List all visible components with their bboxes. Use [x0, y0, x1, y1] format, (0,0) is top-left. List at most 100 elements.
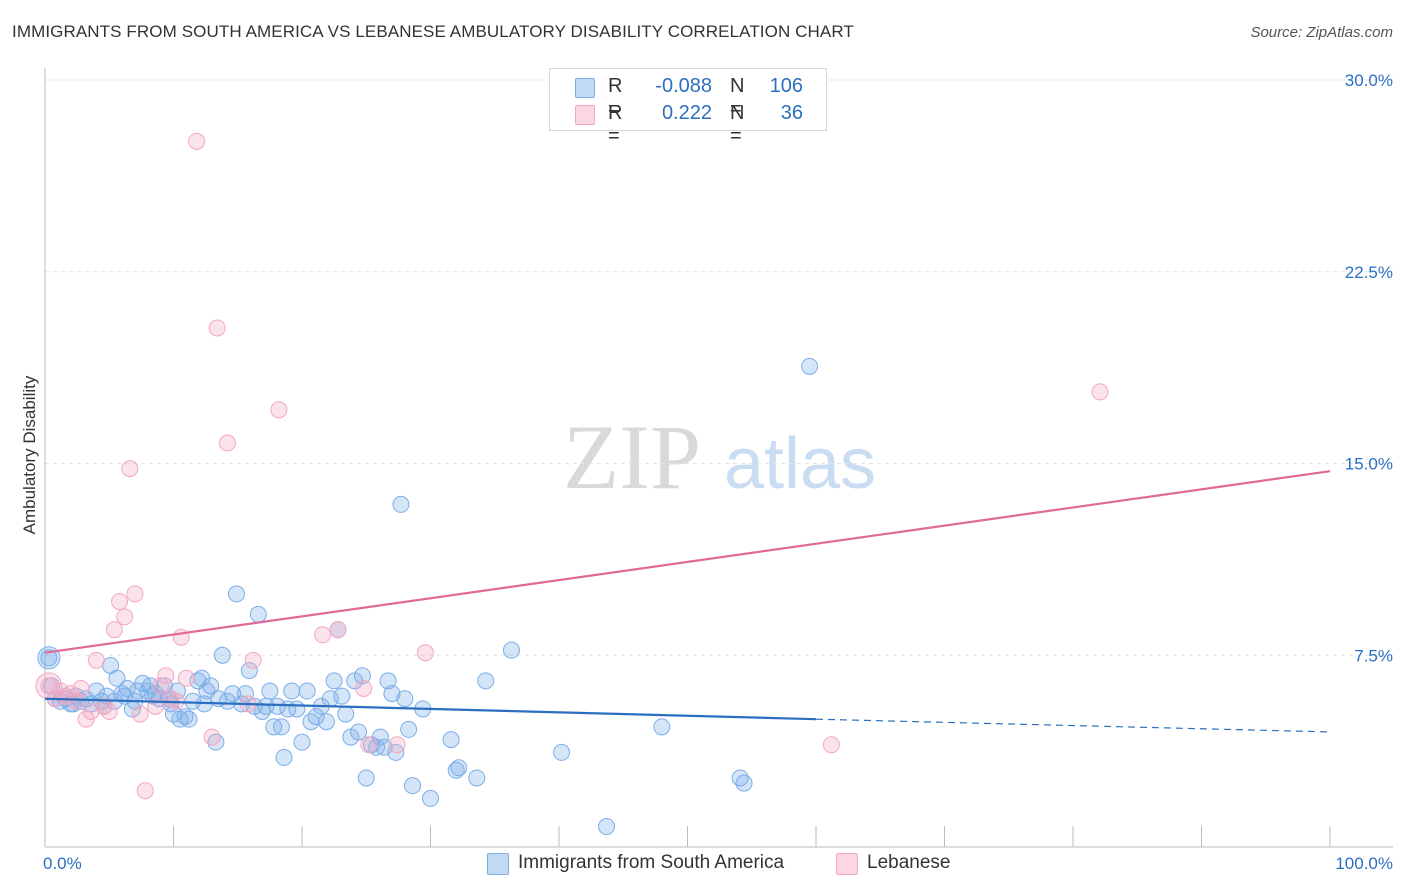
- stats-n-label: N =: [730, 75, 745, 120]
- point-lebanese: [218, 434, 236, 452]
- point-lebanese: [111, 593, 129, 611]
- stats-n-label: N =: [730, 102, 745, 147]
- point-lebanese: [131, 705, 149, 723]
- legend-swatch-lebanese: [836, 853, 858, 875]
- point-south-america: [298, 682, 316, 700]
- point-lebanese: [95, 697, 113, 715]
- point-south-america: [269, 697, 287, 715]
- point-south-america: [108, 669, 126, 687]
- point-lebanese: [105, 621, 123, 639]
- point-lebanese: [87, 651, 105, 669]
- point-south-america: [477, 672, 495, 690]
- point-south-america: [350, 723, 368, 741]
- point-south-america: [333, 687, 351, 705]
- point-south-america: [40, 649, 58, 667]
- stats-r-label: R =: [608, 102, 623, 147]
- point-lebanese: [121, 460, 139, 478]
- stats-box: R = -0.088 N = 106 R = 0.222 N = 36: [549, 68, 827, 147]
- point-lebanese: [82, 702, 100, 720]
- point-south-america: [249, 605, 267, 623]
- stats-n-value: 36: [780, 102, 803, 124]
- y-tick-label: 7.5%: [1354, 646, 1393, 665]
- point-south-america: [502, 641, 520, 659]
- point-lebanese: [244, 651, 262, 669]
- point-south-america: [653, 718, 671, 736]
- point-south-america: [227, 585, 245, 603]
- point-lebanese: [72, 679, 90, 697]
- point-south-america: [735, 774, 753, 792]
- point-south-america: [272, 718, 290, 736]
- point-south-america: [468, 769, 486, 787]
- stats-r-value: -0.088: [655, 75, 712, 97]
- point-south-america: [180, 710, 198, 728]
- point-south-america: [553, 743, 571, 761]
- watermark-zip: ZIP: [563, 406, 701, 508]
- point-south-america: [293, 733, 311, 751]
- point-south-america: [337, 705, 355, 723]
- point-south-america: [302, 713, 320, 731]
- trend-line-lebanese: [44, 470, 1331, 654]
- point-south-america: [236, 685, 254, 703]
- y-axis-label: Ambulatory Disability: [20, 375, 39, 535]
- point-south-america: [353, 667, 371, 685]
- point-lebanese: [188, 132, 206, 150]
- point-lebanese: [329, 621, 347, 639]
- point-south-america: [202, 677, 220, 695]
- point-lebanese: [416, 644, 434, 662]
- point-south-america: [379, 672, 397, 690]
- stats-swatch-lebanese: [575, 105, 595, 125]
- stats-swatch-south-america: [575, 78, 595, 98]
- point-lebanese: [177, 669, 195, 687]
- point-lebanese: [152, 677, 170, 695]
- point-south-america: [598, 818, 616, 836]
- y-tick-label: 22.5%: [1345, 263, 1393, 282]
- point-south-america: [325, 672, 343, 690]
- point-lebanese: [126, 585, 144, 603]
- point-south-america: [288, 700, 306, 718]
- point-south-america: [261, 682, 279, 700]
- point-south-america: [442, 731, 460, 749]
- point-south-america: [450, 759, 468, 777]
- stats-r-value: 0.222: [661, 102, 712, 124]
- point-lebanese: [355, 679, 373, 697]
- stats-r-label: R =: [608, 75, 623, 120]
- point-lebanese: [136, 782, 154, 800]
- legend-label-lebanese: Lebanese: [867, 852, 951, 873]
- point-lebanese: [67, 692, 85, 710]
- point-lebanese: [35, 672, 63, 700]
- point-south-america: [392, 495, 410, 513]
- trend-line-south-america-projection: [815, 718, 1331, 733]
- point-south-america: [383, 685, 401, 703]
- y-tick-label: 15.0%: [1345, 455, 1393, 474]
- point-lebanese: [360, 736, 378, 754]
- point-south-america: [396, 690, 414, 708]
- legend-swatch-south-america: [487, 853, 509, 875]
- point-south-america: [240, 662, 258, 680]
- point-south-america: [447, 761, 465, 779]
- source-label: Source: ZipAtlas.com: [1250, 24, 1393, 41]
- point-south-america: [422, 789, 439, 807]
- point-south-america: [307, 708, 325, 726]
- point-south-america: [801, 357, 819, 375]
- point-lebanese: [388, 736, 406, 754]
- point-lebanese: [270, 401, 288, 419]
- legend-label-south-america: Immigrants from South America: [518, 852, 785, 873]
- point-lebanese: [116, 608, 134, 626]
- y-tick-label: 30.0%: [1345, 71, 1393, 90]
- point-lebanese: [314, 626, 332, 644]
- x-tick-label: 0.0%: [43, 854, 82, 873]
- point-south-america: [283, 682, 301, 700]
- point-south-america: [141, 677, 159, 695]
- point-south-america: [171, 710, 189, 728]
- point-south-america: [404, 777, 422, 795]
- point-south-america: [213, 646, 231, 664]
- point-lebanese: [1091, 383, 1109, 401]
- point-lebanese: [157, 667, 175, 685]
- point-lebanese: [203, 728, 221, 746]
- point-lebanese: [822, 736, 840, 754]
- point-south-america: [317, 713, 335, 731]
- x-tick-label: 100.0%: [1335, 854, 1393, 873]
- chart-title: IMMIGRANTS FROM SOUTH AMERICA VS LEBANES…: [12, 22, 854, 41]
- point-south-america: [275, 749, 293, 767]
